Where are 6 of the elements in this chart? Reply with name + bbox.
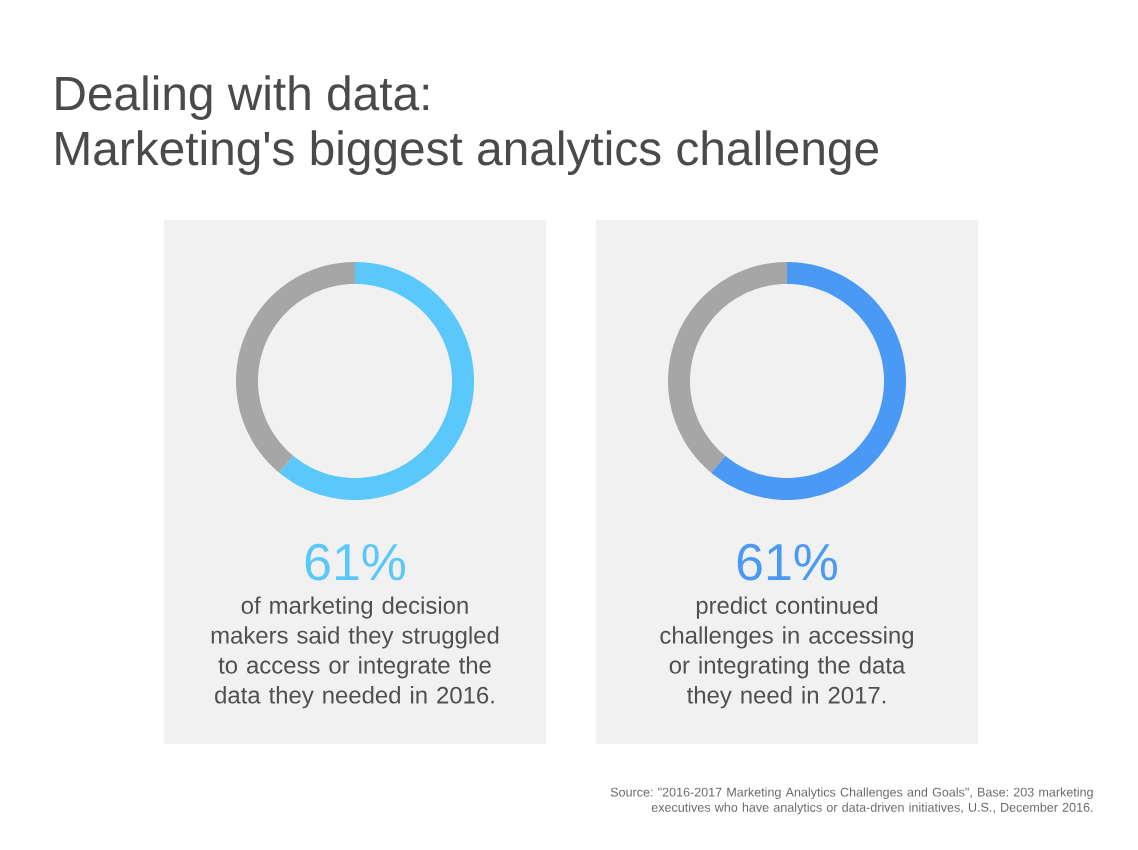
chart-title: Dealing with data: [56, 75, 429, 120]
data-label: 61% [737, 543, 837, 581]
chart-subtitle: Marketing's biggest analytics challenge [56, 130, 878, 175]
data-label: 61% [305, 543, 405, 581]
text: predict continued challenges in accessing or integrating the data they need in 2017. [660, 596, 913, 709]
text: of marketing decision makers said they struggled to access or integrate the data they needed in 2016. [211, 596, 499, 709]
